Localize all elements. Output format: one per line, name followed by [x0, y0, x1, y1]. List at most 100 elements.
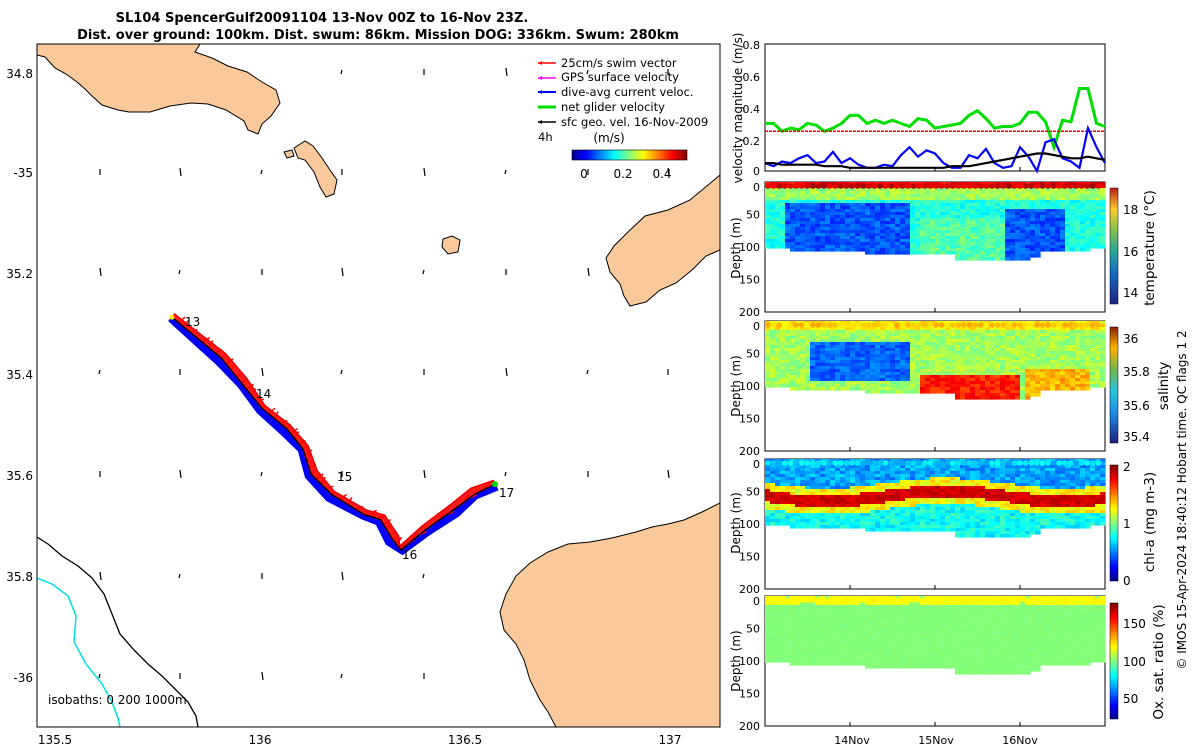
section-cell [930, 194, 936, 198]
section-cell [855, 230, 861, 234]
section-cell [915, 510, 921, 514]
section-cell [795, 459, 801, 463]
section-cell [875, 194, 881, 198]
section-cell [1005, 327, 1011, 331]
section-cell [810, 212, 816, 216]
section-cell [870, 483, 876, 487]
section-cell [865, 203, 871, 207]
section-cell [970, 468, 976, 472]
section-cell [895, 510, 901, 514]
section-cell [925, 525, 931, 529]
depth-ylabel: Depth (m) [729, 217, 743, 278]
section-cell [1005, 489, 1011, 493]
section-cell [1055, 474, 1061, 478]
section-cell [855, 354, 861, 358]
velocity-panel: 0.8 0.6 0.4 0.2 0 velocity magnitude (m/… [731, 33, 1106, 183]
temperature-cbar-tick: 16 [1123, 245, 1138, 259]
section-cell [1050, 327, 1056, 331]
section-cell [800, 525, 806, 529]
section-cell [1015, 519, 1021, 523]
section-cell [1095, 339, 1101, 343]
section-cell [905, 348, 911, 352]
surface-sample [1022, 183, 1029, 189]
section-cell [1040, 218, 1046, 222]
section-cell [1035, 206, 1041, 210]
section-cell [1095, 203, 1101, 207]
section-cell [835, 381, 841, 385]
section-cell [1025, 378, 1031, 382]
section-cell [980, 354, 986, 358]
swim-vector [304, 449, 313, 456]
surface-sample [765, 183, 771, 189]
section-cell [1035, 498, 1041, 502]
section-cell [895, 333, 901, 337]
section-cell [840, 248, 846, 252]
section-cell [940, 336, 946, 340]
section-cell [1025, 330, 1031, 334]
section-cell [1100, 336, 1106, 340]
section-cell [1050, 480, 1056, 484]
section-cell [790, 522, 796, 526]
section-cell [975, 230, 981, 234]
section-cell [985, 369, 991, 373]
section-cell [1035, 381, 1041, 385]
section-cell [840, 224, 846, 228]
section-cell [1015, 363, 1021, 367]
section-cell [990, 381, 996, 385]
section-cell [1045, 483, 1051, 487]
section-cell [880, 510, 886, 514]
section-cell [1090, 363, 1096, 367]
section-cell [820, 372, 826, 376]
section-cell [900, 516, 906, 520]
swim-vector [371, 509, 378, 518]
section-cell [970, 254, 976, 258]
section-cell [980, 191, 986, 195]
section-cell [1070, 209, 1076, 213]
section-cell [785, 348, 791, 352]
section-cell [1060, 381, 1066, 385]
section-cell [795, 495, 801, 499]
section-cell [940, 522, 946, 526]
section-cell [790, 513, 796, 517]
section-cell [970, 182, 976, 186]
section-cell [985, 501, 991, 505]
section-cell [895, 381, 901, 385]
section-cell [795, 227, 801, 231]
section-cell [1090, 206, 1096, 210]
swim-vector [261, 404, 267, 409]
section-cell [995, 492, 1001, 496]
section-cell [825, 182, 831, 186]
section-cell [935, 363, 941, 367]
section-cell [1065, 230, 1071, 234]
section-cell [900, 483, 906, 487]
section-cell [890, 221, 896, 225]
section-cell [955, 348, 961, 352]
section-cell [960, 212, 966, 216]
section-cell [805, 209, 811, 213]
section-cell [1030, 387, 1036, 391]
section-cell [765, 495, 771, 499]
section-cell [770, 480, 776, 484]
section-cell [825, 519, 831, 523]
section-cell [1045, 227, 1051, 231]
section-cell [1030, 375, 1036, 379]
section-cell [880, 203, 886, 207]
section-cell [1015, 489, 1021, 493]
section-cell [905, 372, 911, 376]
section-cell [945, 351, 951, 355]
section-cell [815, 242, 821, 246]
section-cell [920, 363, 926, 367]
section-cell [1065, 233, 1071, 237]
section-cell [945, 492, 951, 496]
section-cell [980, 221, 986, 225]
section-cell [1020, 206, 1026, 210]
section-cell [870, 351, 876, 355]
section-cell [955, 501, 961, 505]
section-cell [785, 474, 791, 478]
surface-sample [882, 183, 889, 189]
section-cell [960, 483, 966, 487]
section-cell [935, 498, 941, 502]
section-cell [1050, 486, 1056, 490]
section-cell [1045, 492, 1051, 496]
section-cell [905, 251, 911, 255]
